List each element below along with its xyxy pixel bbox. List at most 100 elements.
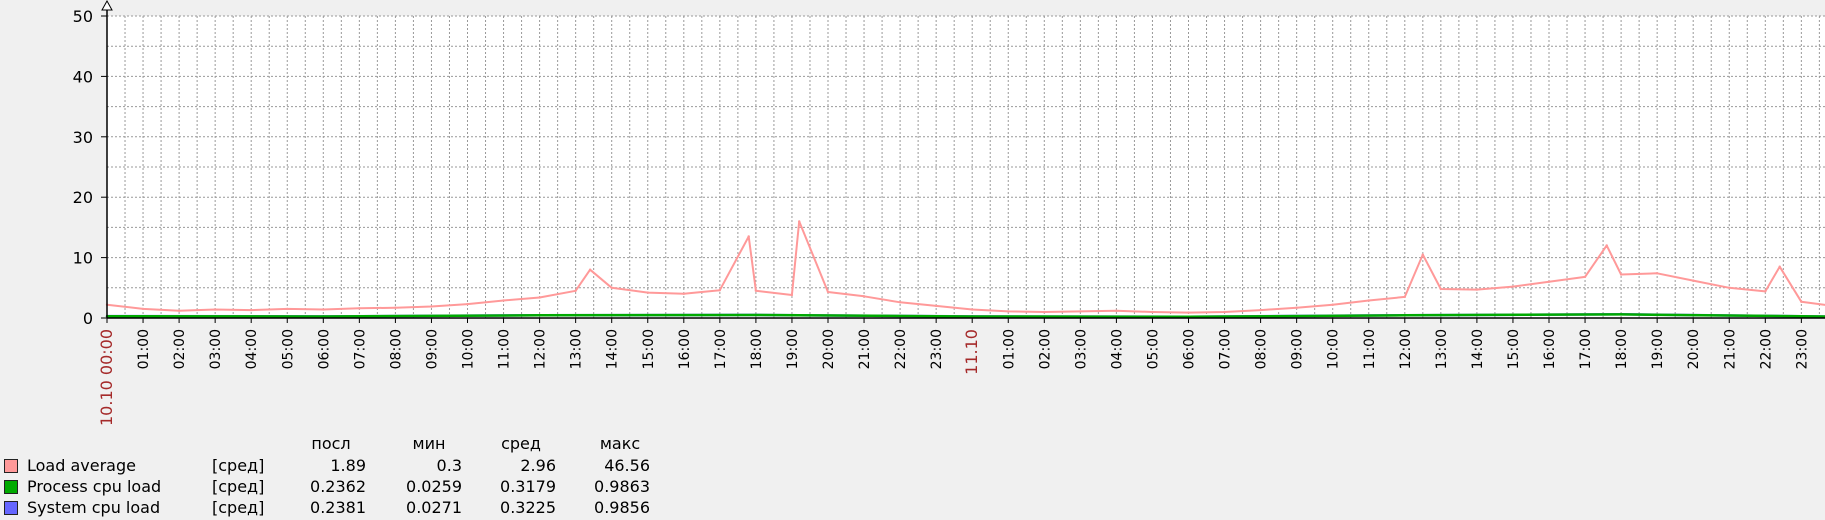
series-point [502,299,505,302]
x-tick-label: 03:00 [208,329,224,369]
legend-last: 0.2362 [310,477,366,496]
legend-header-max: макс [599,434,641,453]
series-point [1043,310,1046,314]
legend-swatch-process-cpu-load [4,480,18,494]
series-point [1421,253,1425,256]
series-point [1778,265,1781,268]
series-point [798,220,801,223]
legend-max: 46.56 [604,456,650,475]
y-tick-label: 40 [73,67,93,86]
x-tick-label: 01:00 [136,329,152,369]
series-point [394,306,397,309]
series-point [588,268,592,271]
x-tick-label: 12:00 [533,329,549,369]
series-point [1367,299,1371,302]
series-point [1403,295,1407,299]
series-point [1764,290,1767,293]
axes [101,0,1825,319]
legend-swatch-load-average [4,459,18,473]
x-tick-label: 22:00 [893,329,909,369]
x-tick-label: 04:00 [244,329,260,369]
legend-header-last: посл [311,434,351,453]
x-tick-label: 05:00 [280,329,296,369]
legend: посл мин сред макс Load average [сред] 1… [0,434,700,520]
x-tick-label: 15:00 [1506,329,1522,369]
series-point [610,286,613,289]
series-point [322,315,325,318]
y-tick-label: 20 [73,188,93,207]
x-tick-label: 18:00 [1614,329,1630,369]
legend-last: 0.2381 [310,498,366,517]
series-point [646,291,649,294]
x-tick-label: 14:00 [605,329,621,369]
legend-row-process-cpu-load: Process cpu load [сред] 0.2362 0.0259 0.… [0,476,700,497]
series-point [1151,310,1154,314]
series-point [213,308,217,311]
y-tick-label: 30 [73,128,93,147]
x-tick-label: 10:00 [1326,329,1342,369]
x-tick-label: 14:00 [1470,329,1486,369]
y-tick-label: 50 [73,7,93,26]
x-tick-label: 16:00 [1542,329,1558,369]
series-point [862,295,866,298]
x-tick-label: 06:00 [1182,329,1198,369]
series-point [1475,288,1479,291]
legend-min: 0.0271 [406,498,462,517]
series-point [826,290,830,294]
series-point [430,305,433,308]
series-point [286,307,289,311]
x-tick-label: 11:00 [497,329,513,369]
y-axis-arrow-icon [101,0,113,11]
x-tick-label: 17:00 [1578,329,1594,369]
series-point [898,301,902,304]
legend-func: [сред] [212,498,265,517]
series-point [754,313,758,317]
series-point [538,314,541,317]
x-tick-label: 04:00 [1109,329,1125,369]
series-point [934,304,938,308]
series-point [682,292,685,295]
series-lines [105,220,1825,319]
legend-last: 1.89 [330,456,366,475]
x-tick-label: 23:00 [929,329,945,369]
series-point [1800,300,1803,303]
x-tick-label: 07:00 [352,329,368,369]
series-point [1331,303,1334,306]
series-point [177,309,181,312]
series-point [971,308,974,311]
legend-min: 0.3 [436,456,462,475]
x-tick-label: 09:00 [1290,329,1306,369]
x-tick-label: 09:00 [424,329,440,369]
x-tick-label: 15:00 [641,329,657,369]
x-tick-label: 10:00 [461,329,477,369]
x-tick-label: 11:00 [1362,329,1378,369]
x-tick-label: 07:00 [1218,329,1234,369]
series-point [141,307,145,311]
legend-min: 0.0259 [406,477,462,496]
legend-avg: 2.96 [520,456,556,475]
series-point [1655,272,1659,275]
legend-name: Process cpu load [27,477,162,496]
x-tick-label: 16:00 [677,329,693,369]
series-point [1692,279,1695,282]
legend-avg: 0.3179 [500,477,556,496]
series-point [1511,285,1515,288]
legend-row-system-cpu-load: System cpu load [сред] 0.2381 0.0271 0.3… [0,497,700,518]
legend-name: Load average [27,456,136,475]
series-point [466,302,469,306]
x-tick-label: 01:00 [1001,329,1017,369]
legend-row-load-average: Load average [сред] 1.89 0.3 2.96 46.56 [0,455,700,476]
x-tick-label: 18:00 [749,329,765,369]
series-point [358,307,361,310]
y-tick-label: 10 [73,249,93,268]
legend-avg: 0.3225 [500,498,556,517]
series-point [1619,313,1623,316]
series-point [1728,286,1731,289]
x-axis-ticks: 10.10 00:00 01:00 02:00 03:00 04:00 05:00 06:0… [97,318,1810,426]
series-point [1547,280,1551,283]
series-point [1583,275,1587,279]
x-tick-label: 17:00 [713,329,729,369]
series-point [1115,309,1118,312]
series-point [1223,310,1226,314]
x-tick-label: 02:00 [1037,329,1053,369]
